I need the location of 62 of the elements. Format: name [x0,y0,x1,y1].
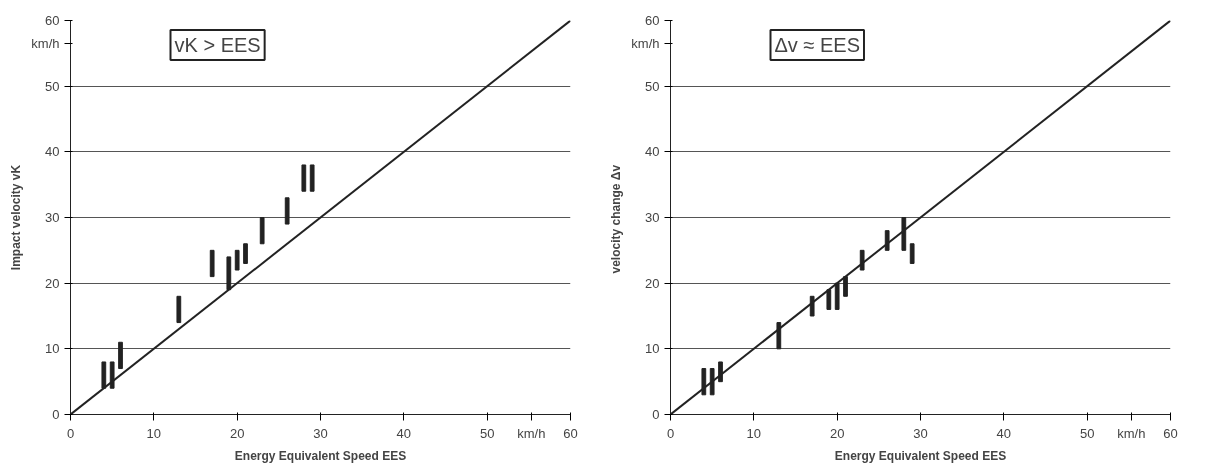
bar [209,249,215,278]
y-tick-label: 10 [45,341,60,357]
x-tick-label: 30 [313,425,328,441]
y-axis-title: Impact velocity vK [9,164,24,271]
y-tick-label: 30 [645,210,660,225]
bar [909,243,915,264]
y-tick-label: km/h [631,35,660,51]
x-tick-label: 10 [146,425,162,441]
bar [701,368,707,396]
x-tick-label: 10 [746,425,762,441]
y-tick-label: 30 [45,210,60,225]
x-tick-label: 20 [229,425,245,441]
y-tick-label: 60 [45,13,60,28]
bar [234,249,240,271]
x-tick-label: 50 [1079,425,1095,441]
y-tick-label: 50 [645,78,660,94]
bar [176,295,182,324]
bar [226,256,232,291]
y-tick-label: 0 [52,407,60,422]
y-tick-label: 40 [645,144,660,160]
x-axis-title: Energy Equivalent Speed EES [234,448,407,463]
annotation: vK > EES [174,33,261,56]
y-tick-label: 50 [45,78,60,94]
x-tick-label: 0 [66,425,75,441]
bar [834,282,840,310]
bar [301,164,307,192]
bar [826,289,832,310]
bar [776,322,782,350]
y-tick-label: 20 [645,275,660,291]
y-tick-label: km/h [31,35,60,51]
x-axis-title: Energy Equivalent Speed EES [834,448,1007,463]
bar [109,361,115,389]
y-tick-label: 10 [645,341,660,357]
bar [901,217,907,251]
bar [259,217,265,245]
x-tick-label: km/h [1117,425,1146,441]
y-tick-label: 60 [645,13,660,28]
bar [843,276,848,297]
bar [118,341,123,370]
y-tick-label: 0 [652,407,660,422]
annotation: Δv ≈ EES [774,33,860,56]
x-tick-label: 40 [396,425,412,441]
bar [309,164,315,192]
y-tick-label: 40 [45,144,60,160]
x-tick-label: 50 [479,425,495,441]
y-tick-label: 20 [45,275,60,291]
x-tick-label: 30 [913,425,928,441]
x-tick-label: 0 [666,425,675,441]
y-axis-title: velocity change Δv [609,164,624,274]
bar [718,361,723,383]
bar [243,243,248,264]
x-tick-label: 40 [996,425,1012,441]
bar [709,368,715,396]
bar [859,249,865,271]
x-tick-label: km/h [517,425,546,441]
x-tick-label: 60 [1163,425,1178,441]
x-tick-label: 60 [563,425,578,441]
x-tick-label: 20 [829,425,845,441]
bar [101,361,107,389]
bar [884,230,890,251]
bar [809,295,815,317]
bar [284,197,290,225]
